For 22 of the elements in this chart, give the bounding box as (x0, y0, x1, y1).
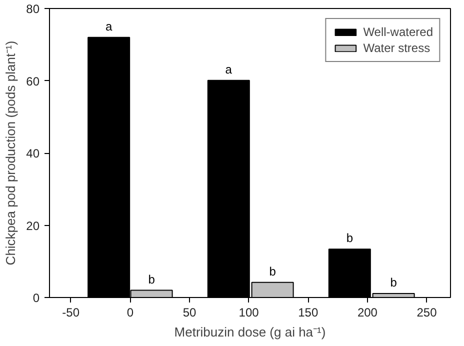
annotation: a (105, 19, 112, 34)
x-tick-label: 100 (238, 306, 260, 320)
legend-label: Water stress (363, 41, 430, 55)
y-axis-title: Chickpea pod production (pods plant⁻¹) (3, 40, 18, 266)
x-tick-label: 150 (298, 306, 318, 320)
annotation: b (269, 264, 276, 278)
x-tick-label: 50 (182, 306, 196, 320)
y-tick-label: 60 (26, 74, 40, 88)
x-tick-label: 200 (357, 306, 378, 320)
y-tick-label: 20 (26, 218, 40, 233)
annotation: b (346, 231, 354, 246)
legend-label: Well-watered (363, 25, 433, 39)
x-axis-title: Metribuzin dose (g ai ha⁻¹) (174, 324, 326, 340)
y-tick-label: 0 (32, 291, 40, 305)
x-tick-label: -50 (62, 306, 80, 320)
annotation: a (225, 62, 232, 76)
y-tick-label: 40 (26, 146, 40, 160)
y-tick-label: 80 (26, 2, 40, 16)
x-tick-label: 0 (126, 306, 134, 320)
annotation: b (148, 272, 156, 286)
annotation: b (390, 276, 398, 290)
x-tick-label: 250 (416, 306, 438, 320)
